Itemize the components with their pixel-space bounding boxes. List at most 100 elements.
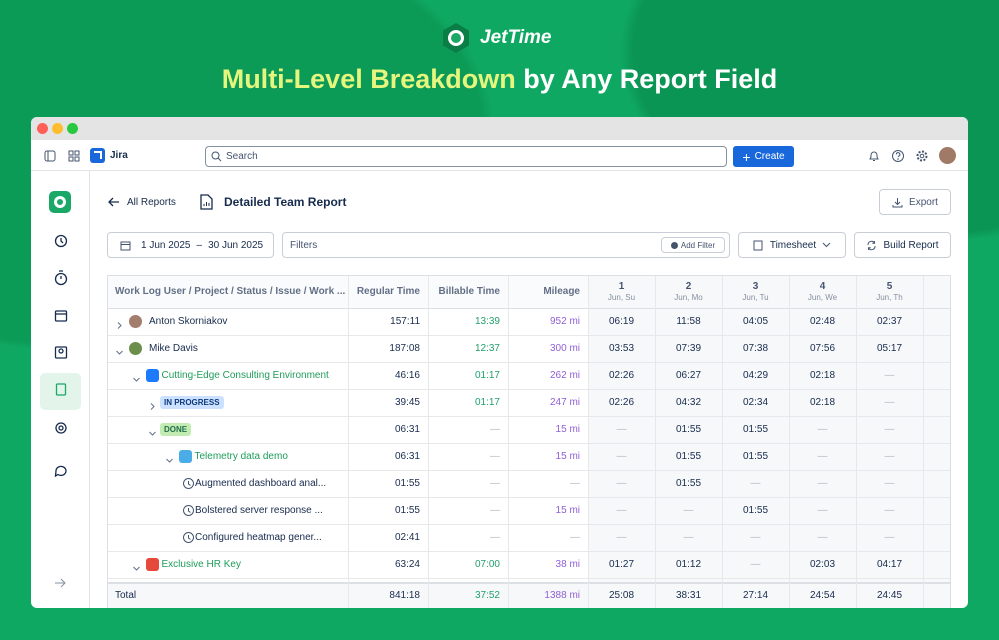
cell-value: 24:45 bbox=[876, 590, 903, 601]
jira-logo[interactable] bbox=[90, 148, 105, 163]
cell-value: 27:14 bbox=[742, 590, 769, 601]
app-name: Jira bbox=[110, 150, 128, 161]
cell-value: — bbox=[884, 370, 895, 381]
collapse-toggle[interactable] bbox=[165, 452, 174, 463]
user-avatar bbox=[129, 315, 142, 328]
build-label: Build Report bbox=[883, 239, 939, 251]
day-label: Jun, Tu bbox=[742, 293, 769, 302]
cell-value: 01:27 bbox=[608, 559, 635, 570]
add-filter[interactable]: Add Filter bbox=[661, 237, 725, 253]
apps[interactable] bbox=[68, 150, 80, 162]
cell-value: 15 mi bbox=[555, 505, 580, 516]
cell-value: 07:38 bbox=[742, 343, 769, 354]
cell-value: 04:32 bbox=[675, 397, 702, 408]
row-label: Anton Skorniakov bbox=[149, 316, 228, 327]
day-number: 4 bbox=[819, 281, 826, 292]
status-badge: DONE bbox=[160, 423, 192, 436]
table-border bbox=[107, 275, 951, 608]
close[interactable] bbox=[37, 123, 48, 134]
back-link[interactable]: All Reports bbox=[127, 197, 176, 208]
column-header: Mileage bbox=[543, 286, 580, 297]
cell-value: — bbox=[884, 505, 895, 516]
row-divider bbox=[107, 362, 951, 363]
settings[interactable] bbox=[915, 149, 929, 163]
cell-value: 38:31 bbox=[675, 590, 702, 601]
collapse-toggle[interactable] bbox=[132, 371, 141, 382]
cell-value: — bbox=[884, 424, 895, 435]
row-divider bbox=[107, 551, 951, 552]
project-icon bbox=[145, 369, 159, 382]
search-box[interactable]: Search bbox=[205, 146, 727, 167]
help[interactable] bbox=[891, 149, 905, 163]
title-bar bbox=[31, 117, 968, 140]
cell-value: 02:34 bbox=[742, 397, 769, 408]
day-label: Jun, Th bbox=[876, 293, 903, 302]
row-label: Mike Davis bbox=[149, 343, 198, 354]
notifications[interactable] bbox=[867, 149, 881, 163]
collapse-toggle[interactable] bbox=[132, 560, 141, 571]
collapse-toggle[interactable] bbox=[115, 344, 124, 355]
report-table: Work Log User / Project / Status / Issue… bbox=[107, 275, 951, 608]
filters-box[interactable]: Filters Add Filter bbox=[282, 232, 730, 258]
cell-value: — bbox=[817, 451, 828, 462]
expand-toggle[interactable] bbox=[148, 398, 157, 410]
minimize[interactable] bbox=[52, 123, 63, 134]
header-divider bbox=[107, 308, 951, 309]
cell-value: 187:08 bbox=[389, 343, 420, 354]
cell-value: — bbox=[490, 424, 500, 435]
cell-value: 01:55 bbox=[675, 424, 702, 435]
cell-value: 01:55 bbox=[742, 451, 769, 462]
jettime-icon[interactable] bbox=[49, 191, 71, 213]
expand-sidebar[interactable] bbox=[53, 576, 67, 590]
date-range[interactable]: 1 Jun 2025–30 Jun 2025 bbox=[107, 232, 274, 258]
maximize[interactable] bbox=[67, 123, 78, 134]
cell-value: 01:55 bbox=[742, 505, 769, 516]
collapse-toggle[interactable] bbox=[148, 425, 157, 436]
cell-value: — bbox=[817, 478, 828, 489]
cell-value: 02:26 bbox=[608, 370, 635, 381]
profile-avatar[interactable] bbox=[939, 147, 956, 164]
day-number: 5 bbox=[886, 281, 893, 292]
column-divider bbox=[856, 275, 857, 608]
column-divider bbox=[655, 275, 656, 608]
issue-icon bbox=[178, 450, 192, 463]
create-button[interactable]: + Create bbox=[733, 146, 794, 167]
date-to: 30 Jun 2025 bbox=[208, 239, 264, 251]
cell-value: 13:39 bbox=[474, 316, 500, 327]
column-divider bbox=[923, 275, 924, 608]
brand-logo bbox=[443, 23, 469, 53]
cell-value: — bbox=[490, 532, 500, 543]
column-divider bbox=[588, 275, 589, 608]
app-window: Jira Search + Create All Reports Detailed… bbox=[31, 117, 968, 608]
cell-value: — bbox=[616, 505, 627, 516]
row-divider bbox=[107, 497, 951, 498]
cell-value: 01:17 bbox=[474, 397, 500, 408]
cell-value: — bbox=[683, 532, 694, 543]
column-header: Work Log User / Project / Status / Issue… bbox=[115, 286, 346, 297]
row-label: Telemetry data demo bbox=[194, 451, 288, 462]
column-divider bbox=[722, 275, 723, 608]
build-report[interactable]: Build Report bbox=[854, 232, 951, 258]
row-divider bbox=[107, 578, 951, 579]
sidebar-toggle[interactable] bbox=[44, 150, 56, 162]
row-label: Bolstered server response ... bbox=[195, 505, 323, 516]
cell-value: 247 mi bbox=[549, 397, 580, 408]
view-select[interactable]: Timesheet bbox=[738, 232, 846, 258]
expand-toggle[interactable] bbox=[115, 317, 124, 329]
row-divider bbox=[107, 416, 951, 417]
cell-value: 46:16 bbox=[394, 370, 420, 381]
report-icon bbox=[200, 194, 213, 210]
cell-value: — bbox=[490, 451, 500, 462]
back-arrow[interactable] bbox=[107, 196, 121, 208]
cell-value: 03:53 bbox=[608, 343, 635, 354]
day-label: Jun, Su bbox=[607, 293, 636, 302]
cell-value: 11:58 bbox=[676, 316, 701, 327]
cell-value: 06:27 bbox=[675, 370, 702, 381]
export-button[interactable]: Export bbox=[879, 189, 951, 215]
nav-icons[interactable] bbox=[53, 233, 69, 483]
column-divider bbox=[508, 275, 509, 608]
column-divider bbox=[348, 275, 349, 608]
cell-value: 01:55 bbox=[742, 424, 769, 435]
cell-value: 1388 mi bbox=[544, 590, 580, 601]
